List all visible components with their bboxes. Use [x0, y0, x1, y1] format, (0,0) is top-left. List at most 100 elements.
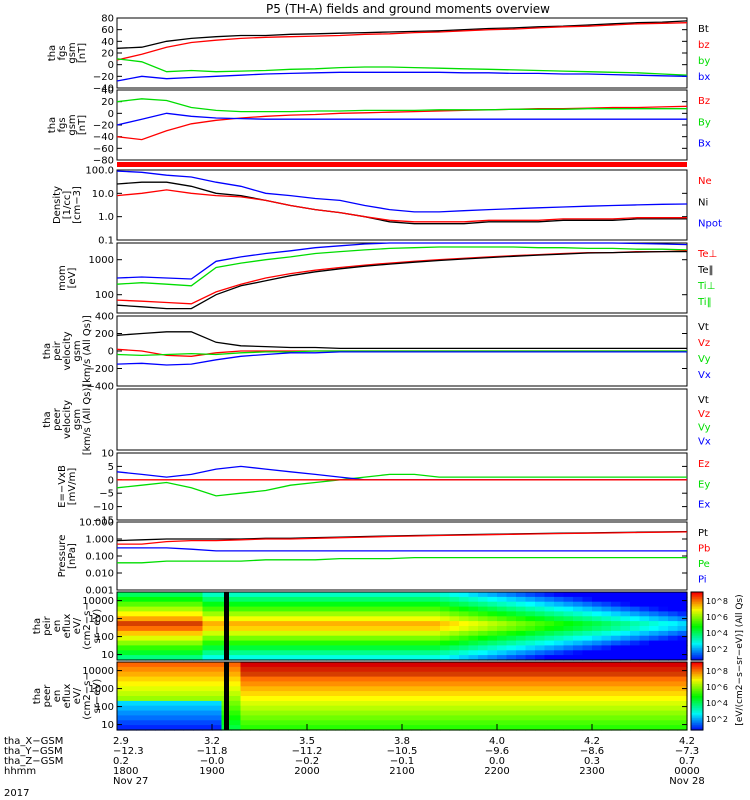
heatmap-cell — [487, 681, 498, 687]
heatmap-cell — [535, 650, 546, 656]
heatmap-cell — [307, 705, 318, 712]
heatmap-cell — [335, 696, 346, 702]
heatmap-cell — [193, 691, 204, 697]
heatmap-cell — [582, 626, 593, 632]
heatmap-cell — [126, 671, 137, 678]
heatmap-cell — [231, 715, 242, 721]
heatmap-cell — [155, 662, 166, 668]
y-axis-label: peer — [52, 407, 63, 431]
heatmap-cell — [535, 601, 546, 608]
heatmap-cell — [383, 710, 394, 717]
heatmap-cell — [582, 601, 593, 608]
heatmap-cell — [174, 601, 185, 608]
heatmap-cell — [164, 676, 175, 683]
heatmap-cell — [658, 666, 669, 673]
x-tick-label: 0.2 — [113, 756, 129, 767]
heatmap-cell — [592, 640, 603, 647]
heatmap-cell — [478, 635, 489, 642]
heatmap-cell — [278, 611, 289, 617]
heatmap-cell — [117, 686, 128, 692]
heatmap-cell — [582, 725, 593, 731]
colorbar-cell — [691, 696, 703, 699]
heatmap-cell — [202, 676, 213, 683]
heatmap-cell — [174, 630, 185, 637]
heatmap-cell — [592, 592, 603, 598]
heatmap-cell — [183, 671, 194, 678]
heatmap-cell — [592, 650, 603, 656]
heatmap-cell — [117, 720, 128, 726]
y-axis-label: sr−eV) — [92, 679, 103, 714]
heatmap-cell — [136, 671, 147, 678]
heatmap-cell — [278, 725, 289, 731]
heatmap-cell — [639, 725, 650, 731]
heatmap-cell — [288, 700, 299, 707]
heatmap-cell — [326, 705, 337, 712]
heatmap-cell — [611, 696, 622, 702]
heatmap-cell — [535, 705, 546, 712]
heatmap-cell — [487, 621, 498, 627]
heatmap-cell — [136, 650, 147, 656]
heatmap-cell — [563, 691, 574, 697]
heatmap-cell — [563, 662, 574, 668]
heatmap-cell — [573, 596, 584, 603]
colorbar-cell — [691, 689, 703, 692]
heatmap-cell — [516, 715, 527, 721]
heatmap-cell — [136, 611, 147, 617]
heatmap-cell — [449, 611, 460, 617]
y-tick-label: −40 — [93, 84, 114, 95]
heatmap-cell — [421, 725, 432, 731]
heatmap-cell — [155, 710, 166, 717]
panel-frame — [116, 89, 688, 161]
heatmap-cell — [516, 601, 527, 608]
heatmap-cell — [126, 592, 137, 598]
colorbar-tick-label: 10^4 — [706, 629, 728, 638]
heatmap-cell — [383, 616, 394, 622]
heatmap-cell — [193, 671, 204, 678]
heatmap-cell — [430, 710, 441, 717]
heatmap-cell — [326, 645, 337, 651]
heatmap-cell — [639, 696, 650, 702]
heatmap-cell — [582, 705, 593, 712]
heatmap-cell — [373, 592, 384, 598]
heatmap-cell — [573, 635, 584, 642]
heatmap-cell — [430, 650, 441, 656]
heatmap-cell — [402, 686, 413, 692]
heatmap-cell — [649, 671, 660, 678]
heatmap-cell — [136, 666, 147, 673]
heatmap-cell — [592, 626, 603, 632]
heatmap-cell — [535, 662, 546, 668]
colorbar-cell — [691, 702, 703, 706]
legend-item: Bx — [698, 139, 711, 150]
heatmap-cell — [535, 635, 546, 642]
heatmap-cell — [535, 666, 546, 673]
heatmap-cell — [259, 686, 270, 692]
heatmap-cell — [297, 666, 308, 673]
heatmap-cell — [544, 705, 555, 712]
y-tick-label: 1.0 — [98, 212, 114, 223]
heatmap-cell — [658, 630, 669, 637]
series-line-Bz — [116, 105, 688, 141]
heatmap-cell — [459, 635, 470, 642]
y-tick-label: 5 — [108, 462, 114, 473]
heatmap-cell — [421, 650, 432, 656]
heatmap-cell — [611, 640, 622, 647]
heatmap-cell — [525, 606, 536, 613]
heatmap-cell — [478, 666, 489, 673]
heatmap-cell — [459, 630, 470, 637]
heatmap-cell — [668, 645, 679, 651]
heatmap-cell — [544, 616, 555, 622]
series-line-Ne — [116, 189, 687, 223]
heatmap-cell — [639, 662, 650, 668]
heatmap-cell — [525, 621, 536, 627]
heatmap-cell — [620, 596, 631, 603]
heatmap-cell — [326, 686, 337, 692]
heatmap-cell — [516, 616, 527, 622]
legend-item: bx — [698, 72, 710, 83]
heatmap-cell — [174, 611, 185, 617]
heatmap-cell — [297, 715, 308, 721]
heatmap-cell — [554, 676, 565, 683]
heatmap-cell — [544, 681, 555, 687]
colorbar-cell — [691, 687, 703, 690]
heatmap-cell — [658, 725, 669, 731]
